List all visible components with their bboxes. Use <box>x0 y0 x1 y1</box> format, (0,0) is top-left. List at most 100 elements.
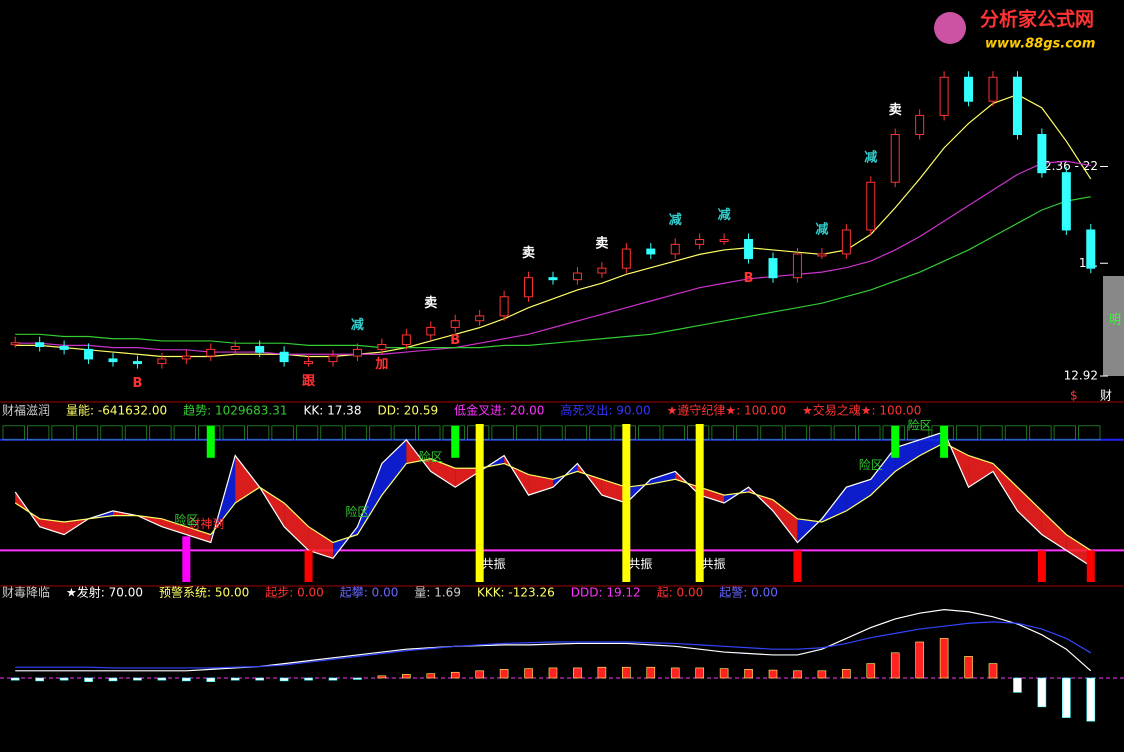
level-box <box>662 425 685 441</box>
level-box <box>320 425 343 441</box>
signal-label: 共振 <box>482 557 506 571</box>
candle-body <box>401 334 411 345</box>
bar <box>842 669 851 679</box>
logo-icon <box>934 12 966 44</box>
band-fill <box>357 463 382 535</box>
bar <box>890 652 900 679</box>
candle-body <box>181 355 191 360</box>
header-item: ★交易之魂★: 100.00 <box>802 403 921 418</box>
bar <box>10 677 20 681</box>
candle-body <box>572 272 582 281</box>
bar <box>915 641 924 679</box>
level-box <box>515 425 539 441</box>
level-box <box>809 425 832 441</box>
bar <box>499 669 509 679</box>
bar <box>866 663 876 679</box>
level-box <box>344 425 368 441</box>
bar <box>817 670 827 679</box>
band-fill <box>161 518 187 535</box>
candle-body <box>817 253 827 257</box>
header-item: 财毒降临 <box>2 586 50 600</box>
band-fill <box>1017 487 1042 535</box>
candle-body <box>597 267 607 274</box>
candle-body <box>304 361 314 365</box>
signal-label: 减 <box>718 207 731 223</box>
header-item: 起警: 0.00 <box>719 585 778 600</box>
bar <box>255 677 264 681</box>
side-marker: $ <box>1070 389 1078 403</box>
level-box <box>393 425 416 441</box>
candle-body <box>84 348 94 360</box>
signal-label: 卖 <box>424 295 437 311</box>
band-fill <box>186 526 211 543</box>
level-box <box>1053 425 1076 441</box>
candle-body <box>768 258 778 279</box>
level-box <box>173 425 196 441</box>
band-fill <box>284 503 309 551</box>
signal-label: 减 <box>351 317 364 333</box>
candle-body <box>475 315 485 322</box>
candle-body <box>621 248 631 269</box>
signal-bar <box>1086 550 1095 582</box>
signal-label: B <box>132 376 142 391</box>
signal-label: 跟 <box>302 374 316 389</box>
header-item: 起: 0.00 <box>657 586 704 600</box>
level-box <box>955 425 979 441</box>
logo-url: www.88gs.com <box>985 37 1095 52</box>
series-line <box>15 160 1091 355</box>
bar <box>1037 677 1047 708</box>
signal-label: 减 <box>669 212 682 228</box>
level-box <box>491 425 514 441</box>
level-box <box>51 425 74 441</box>
bar <box>719 668 729 679</box>
bar <box>646 666 656 679</box>
header-item: 量: 1.69 <box>414 586 461 600</box>
header-item: 财福滋润 <box>2 403 50 418</box>
candle-body <box>377 343 387 350</box>
level-box <box>369 425 392 441</box>
candle-body <box>792 253 802 279</box>
bar <box>744 669 753 679</box>
level-box <box>564 425 588 441</box>
level-box <box>1078 425 1101 441</box>
candle-body <box>719 239 729 243</box>
y-tick-label: 12.92 <box>1064 369 1098 383</box>
level-box <box>833 425 856 441</box>
bar <box>353 677 362 680</box>
band-fill <box>870 447 896 496</box>
candle-body <box>206 348 216 357</box>
series-line <box>15 196 1091 349</box>
side-box <box>1103 276 1124 376</box>
candle-body <box>10 342 20 346</box>
signal-bar <box>793 550 802 582</box>
bar <box>1086 677 1096 722</box>
bar <box>964 656 973 679</box>
bar <box>377 675 387 679</box>
level-box <box>27 425 50 441</box>
candle-body <box>426 326 436 336</box>
header-item: 高死叉出: 90.00 <box>560 403 650 418</box>
band-fill <box>650 471 676 485</box>
band-fill <box>39 518 65 535</box>
signal-label: 财神到 <box>188 517 224 531</box>
level-box <box>222 425 245 441</box>
level-box <box>418 425 441 441</box>
logo-name: 分析家公式网 <box>980 8 1094 31</box>
header-item: 低金叉进: 20.00 <box>454 403 544 418</box>
candle-body <box>499 296 509 317</box>
band-fill <box>1066 534 1091 567</box>
bar <box>597 666 607 679</box>
header-item: ★遵守纪律★: 100.00 <box>667 403 786 418</box>
bar <box>182 677 191 682</box>
signal-bar <box>1037 550 1046 582</box>
level-box <box>711 425 734 441</box>
candle-body <box>670 243 680 255</box>
candle-body <box>915 114 925 136</box>
zone-label: 险区 <box>419 449 443 464</box>
bar <box>157 677 167 681</box>
candle-body <box>279 351 289 363</box>
candle-body <box>108 358 118 363</box>
candle-body <box>352 348 362 357</box>
side-label: 财 <box>1100 389 1112 403</box>
